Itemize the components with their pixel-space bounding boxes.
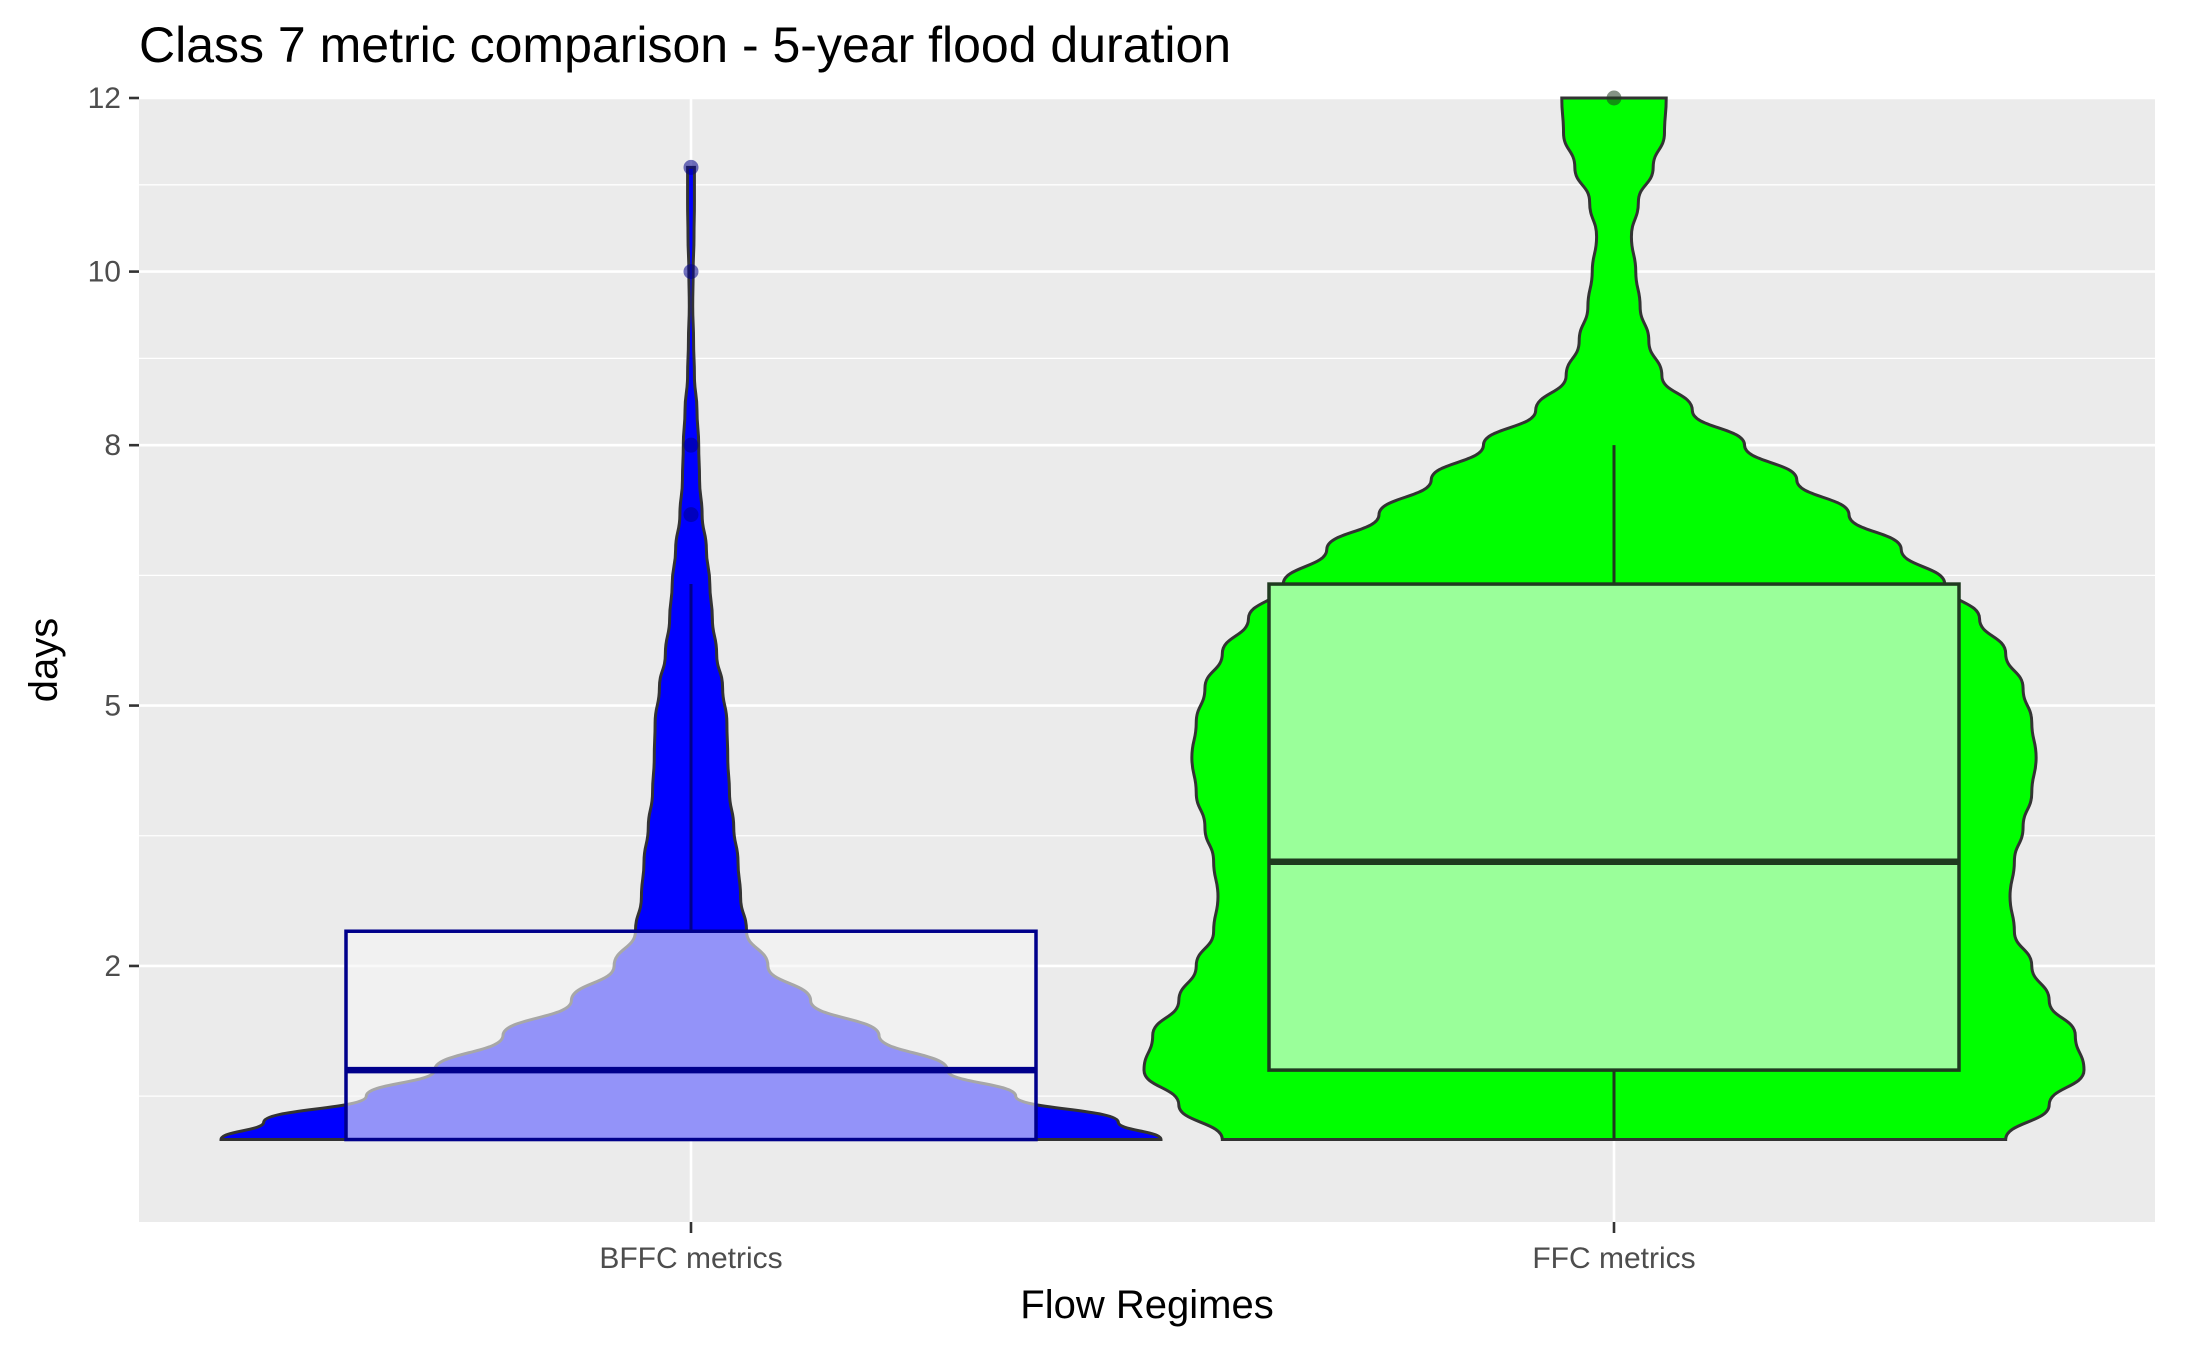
box-iqr — [1267, 582, 1961, 1072]
y-tick-label: 5 — [104, 690, 121, 723]
chart-title: Class 7 metric comparison - 5-year flood… — [139, 17, 1231, 73]
outlier-point — [1606, 90, 1622, 106]
y-tick-label: 12 — [88, 82, 121, 115]
x-tick-label: BFFC metrics — [599, 1242, 782, 1275]
box-iqr — [344, 929, 1038, 1142]
violin-group-bffc — [219, 159, 1163, 1142]
x-axis-title: Flow Regimes — [1020, 1283, 1273, 1327]
y-tick-label: 8 — [104, 429, 121, 462]
y-axis-title: days — [22, 618, 66, 703]
violins — [219, 90, 2086, 1142]
outlier-point — [683, 159, 699, 175]
y-tick-label: 2 — [104, 950, 121, 983]
x-tick-label: FFC metrics — [1532, 1242, 1695, 1275]
outlier-point — [683, 507, 699, 523]
axes: 2 5 8 10 12 BFFC metrics FFC metrics — [88, 82, 1696, 1275]
y-tick-label: 10 — [88, 256, 121, 289]
violin-group-ffc — [1142, 90, 2086, 1142]
outlier-point — [683, 264, 699, 280]
outlier-point — [683, 437, 699, 453]
